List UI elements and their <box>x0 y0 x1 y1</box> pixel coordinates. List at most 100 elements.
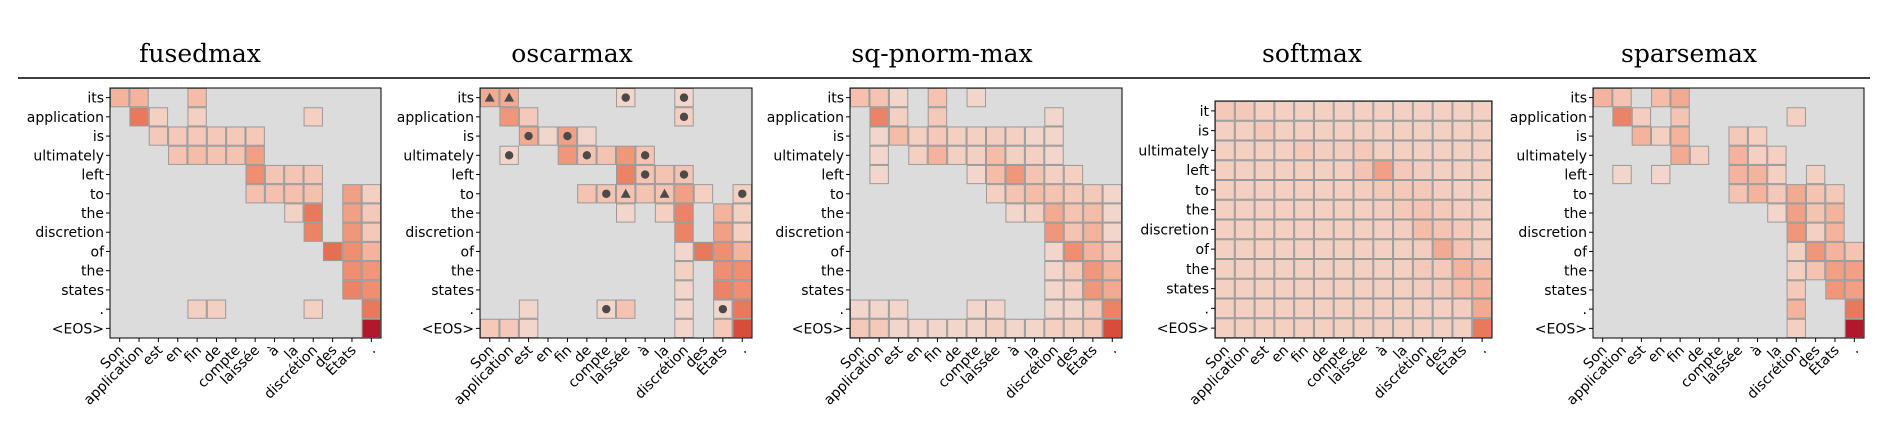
heatmap-cell <box>1353 298 1374 319</box>
heatmap-cell <box>1452 259 1473 279</box>
heatmap-cell <box>1472 298 1492 319</box>
heatmap-cell <box>1373 101 1394 121</box>
heatmap-cell <box>674 184 694 204</box>
heatmap-cell <box>284 164 304 185</box>
row-label: discretion <box>775 225 844 241</box>
heatmap-cell <box>908 126 928 146</box>
heatmap-cell <box>342 280 362 300</box>
heatmap-cell <box>1825 280 1845 300</box>
heatmap-cell <box>1063 241 1084 262</box>
heatmap-cell <box>1024 203 1045 223</box>
row-label: discretion <box>1140 222 1209 238</box>
heatmap-cell <box>869 88 889 108</box>
heatmap-cell <box>129 107 149 127</box>
heatmap-cell <box>1294 101 1314 121</box>
circle-marker <box>602 304 611 314</box>
heatmap-cell <box>1102 203 1122 223</box>
heatmap-cell <box>1670 145 1690 165</box>
row-label: to <box>1573 187 1587 203</box>
heatmap-cell <box>1844 280 1865 300</box>
row-label: <EOS> <box>1157 321 1209 337</box>
row-label: application <box>397 110 474 126</box>
heatmap-cell <box>1825 203 1845 223</box>
heatmap-cell <box>1612 164 1632 185</box>
heatmap-cell <box>1728 184 1748 204</box>
heatmap-cell <box>1044 318 1064 338</box>
heatmap-cell <box>1294 318 1314 338</box>
circle-marker <box>640 170 650 179</box>
row-label: the <box>1186 262 1209 278</box>
heatmap-cell <box>1313 180 1334 200</box>
heatmap-cell <box>1767 184 1787 204</box>
heatmap-cell <box>1274 180 1295 200</box>
heatmap-cell <box>1024 145 1045 165</box>
heatmap-cell <box>1083 261 1103 281</box>
column-label: à <box>636 343 653 360</box>
heatmap-cell <box>1844 261 1865 281</box>
heatmap-cell <box>361 184 382 204</box>
heatmap-cell <box>1234 298 1255 319</box>
heatmap-cell <box>1294 180 1314 200</box>
heatmap-cell <box>1472 140 1492 161</box>
heatmap-cell <box>187 88 207 108</box>
heatmap-cell <box>129 88 149 108</box>
heatmap-cell <box>1767 164 1787 185</box>
heatmap-cell <box>1432 160 1453 180</box>
heatmap-cell <box>1472 101 1492 121</box>
heatmap-cell <box>361 241 382 262</box>
row-label: the <box>81 206 104 222</box>
heatmap-cell <box>342 203 362 223</box>
heatmap-cell <box>596 145 617 165</box>
heatmap-cell <box>1805 261 1826 281</box>
heatmap-cell <box>1472 120 1492 141</box>
heatmap-cell <box>888 88 909 108</box>
heatmap-cell <box>1472 160 1492 180</box>
heatmap-cell <box>1631 126 1652 146</box>
heatmap-cell <box>1393 298 1413 319</box>
heatmap-cell <box>1294 278 1314 299</box>
row-label: of <box>461 244 476 260</box>
heatmap-cell <box>616 164 636 185</box>
heatmap-cell <box>1294 259 1314 279</box>
heatmap-cell <box>1254 219 1275 240</box>
heatmap-cell <box>1747 164 1768 185</box>
heatmap-cell <box>245 126 265 146</box>
row-label: states <box>431 283 474 299</box>
heatmap-cell <box>1274 318 1295 338</box>
heatmap-cell <box>1083 318 1103 338</box>
heatmap-cell <box>1313 199 1334 220</box>
heatmap-cell <box>1747 184 1768 204</box>
heatmap-cell <box>986 126 1006 146</box>
heatmap-cell <box>1313 120 1334 141</box>
heatmap-cell <box>1215 101 1235 121</box>
row-label: left <box>1564 168 1587 184</box>
heatmap-cell <box>1215 318 1235 338</box>
heatmap-cell <box>110 88 130 108</box>
column-label: . <box>1848 343 1862 357</box>
heatmap-cell <box>1102 184 1122 204</box>
heatmap-cell <box>693 241 714 262</box>
heatmap-cell <box>1254 199 1275 220</box>
heatmap-cell <box>1083 222 1103 242</box>
heatmap-cell <box>1353 199 1374 220</box>
heatmap-cell <box>1353 180 1374 200</box>
heatmap-cell <box>1452 140 1473 161</box>
heatmap-cell <box>1102 261 1122 281</box>
heatmap-cell <box>1412 140 1433 161</box>
row-label: the <box>451 264 474 280</box>
heatmap-cell <box>1689 145 1710 165</box>
heatmap-cell <box>1412 219 1433 240</box>
heatmap-cell <box>1844 299 1865 319</box>
heatmap-cell <box>1044 164 1064 185</box>
heatmap-cell <box>226 126 246 146</box>
heatmap-cell <box>966 164 987 185</box>
heatmap-cell <box>1005 184 1025 204</box>
heatmap-cell <box>732 299 753 319</box>
row-label: . <box>470 302 474 318</box>
heatmap-cell <box>1274 120 1295 141</box>
heatmap-cell <box>713 318 733 338</box>
row-label: states <box>1544 283 1587 299</box>
heatmap-cell <box>284 203 304 223</box>
heatmap-cell <box>1373 180 1394 200</box>
heatmap-cell <box>1254 239 1275 259</box>
